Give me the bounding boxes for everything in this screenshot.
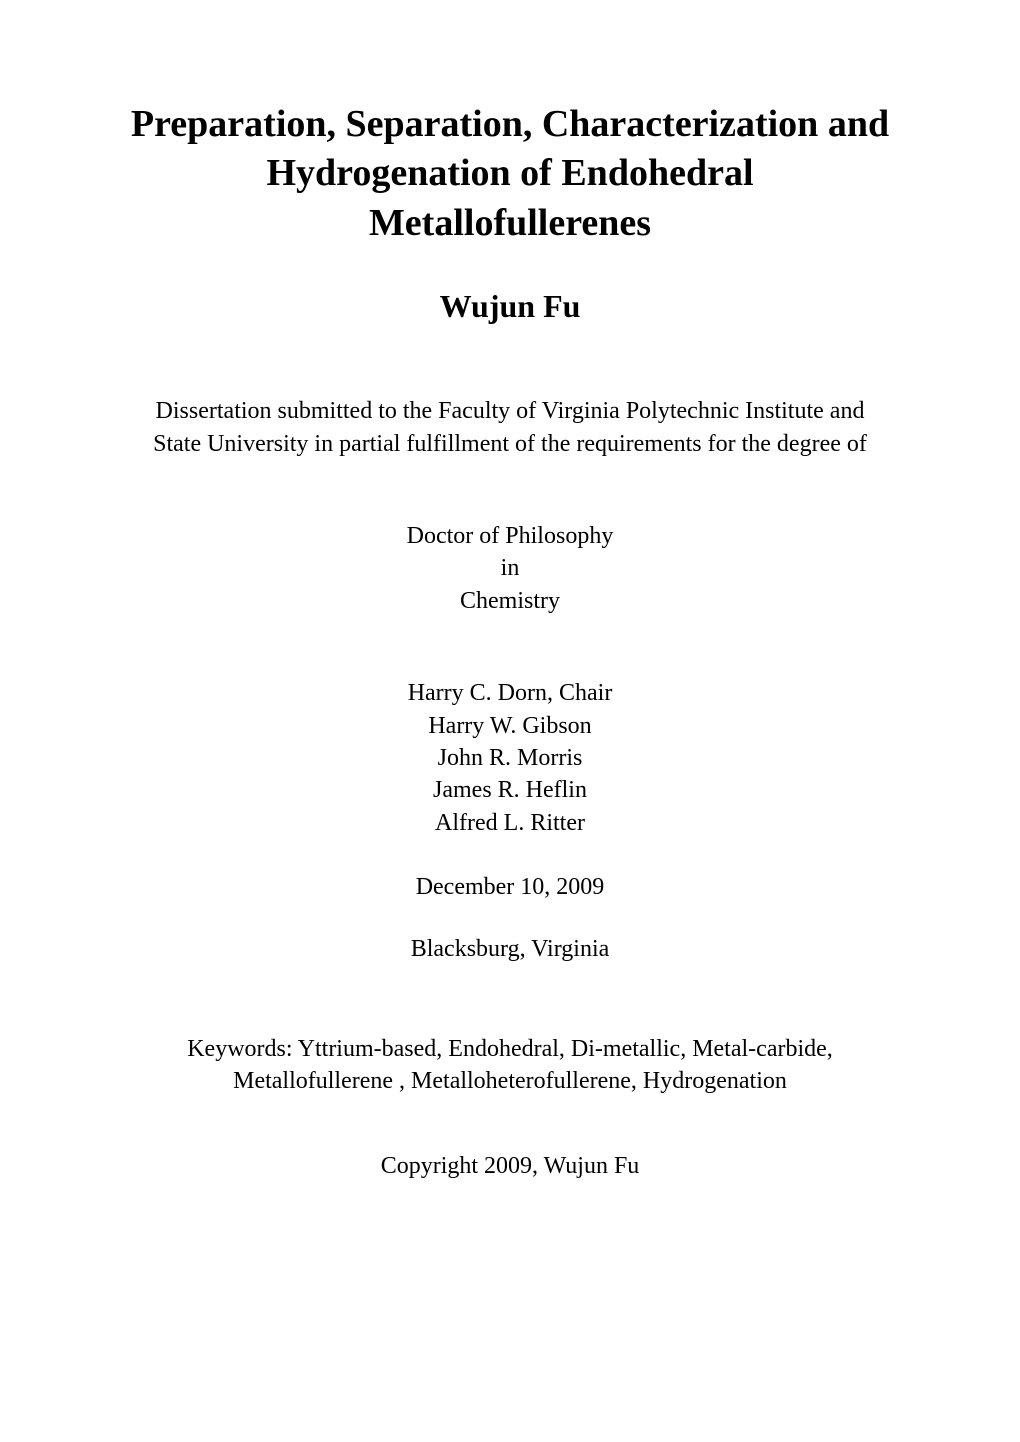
copyright-line: Copyright 2009, Wujun Fu [130, 1153, 890, 1180]
committee-member: Alfred L. Ritter [130, 807, 890, 839]
degree-field: Chemistry [130, 585, 890, 617]
author-name: Wujun Fu [130, 288, 890, 325]
keywords-line: Keywords: Yttrium-based, Endohedral, Di-… [130, 1033, 890, 1098]
submission-statement: Dissertation submitted to the Faculty of… [130, 395, 890, 460]
degree-name: Doctor of Philosophy [130, 520, 890, 552]
committee-member: Harry C. Dorn, Chair [130, 677, 890, 709]
committee-list: Harry C. Dorn, Chair Harry W. Gibson Joh… [130, 677, 890, 839]
degree-block: Doctor of Philosophy in Chemistry [130, 520, 890, 617]
committee-member: James R. Heflin [130, 774, 890, 806]
committee-member: Harry W. Gibson [130, 710, 890, 742]
defense-date: December 10, 2009 [130, 874, 890, 901]
committee-member: John R. Morris [130, 742, 890, 774]
location: Blacksburg, Virginia [130, 936, 890, 963]
degree-connector: in [130, 552, 890, 584]
dissertation-title: Preparation, Separation, Characterizatio… [130, 100, 890, 248]
